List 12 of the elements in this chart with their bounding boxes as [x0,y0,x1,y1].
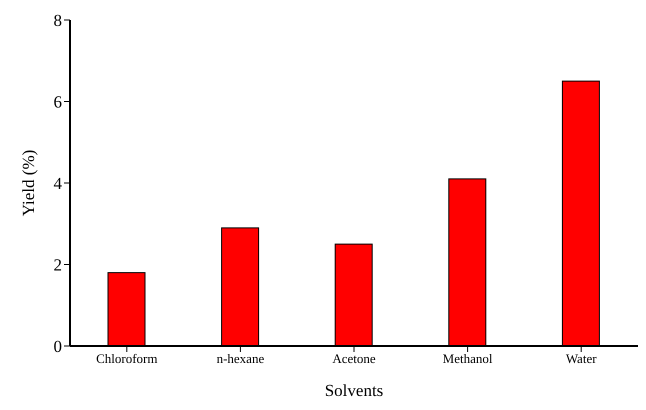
y-tick-label: 2 [54,256,62,275]
x-tick-label: Acetone [332,351,376,366]
x-tick-label: Water [566,351,598,366]
x-tick-label: n-hexane [216,351,264,366]
y-tick-label: 4 [54,174,62,194]
y-tick-label: 8 [54,11,62,30]
x-tick-label: Methanol [442,351,493,366]
y-tick-label: 0 [54,337,62,356]
x-axis-title: Solvents [324,381,384,400]
y-tick-label: 6 [54,92,62,112]
y-axis-title: Yield (%) [19,150,38,216]
x-tick-label: Chloroform [96,351,158,366]
